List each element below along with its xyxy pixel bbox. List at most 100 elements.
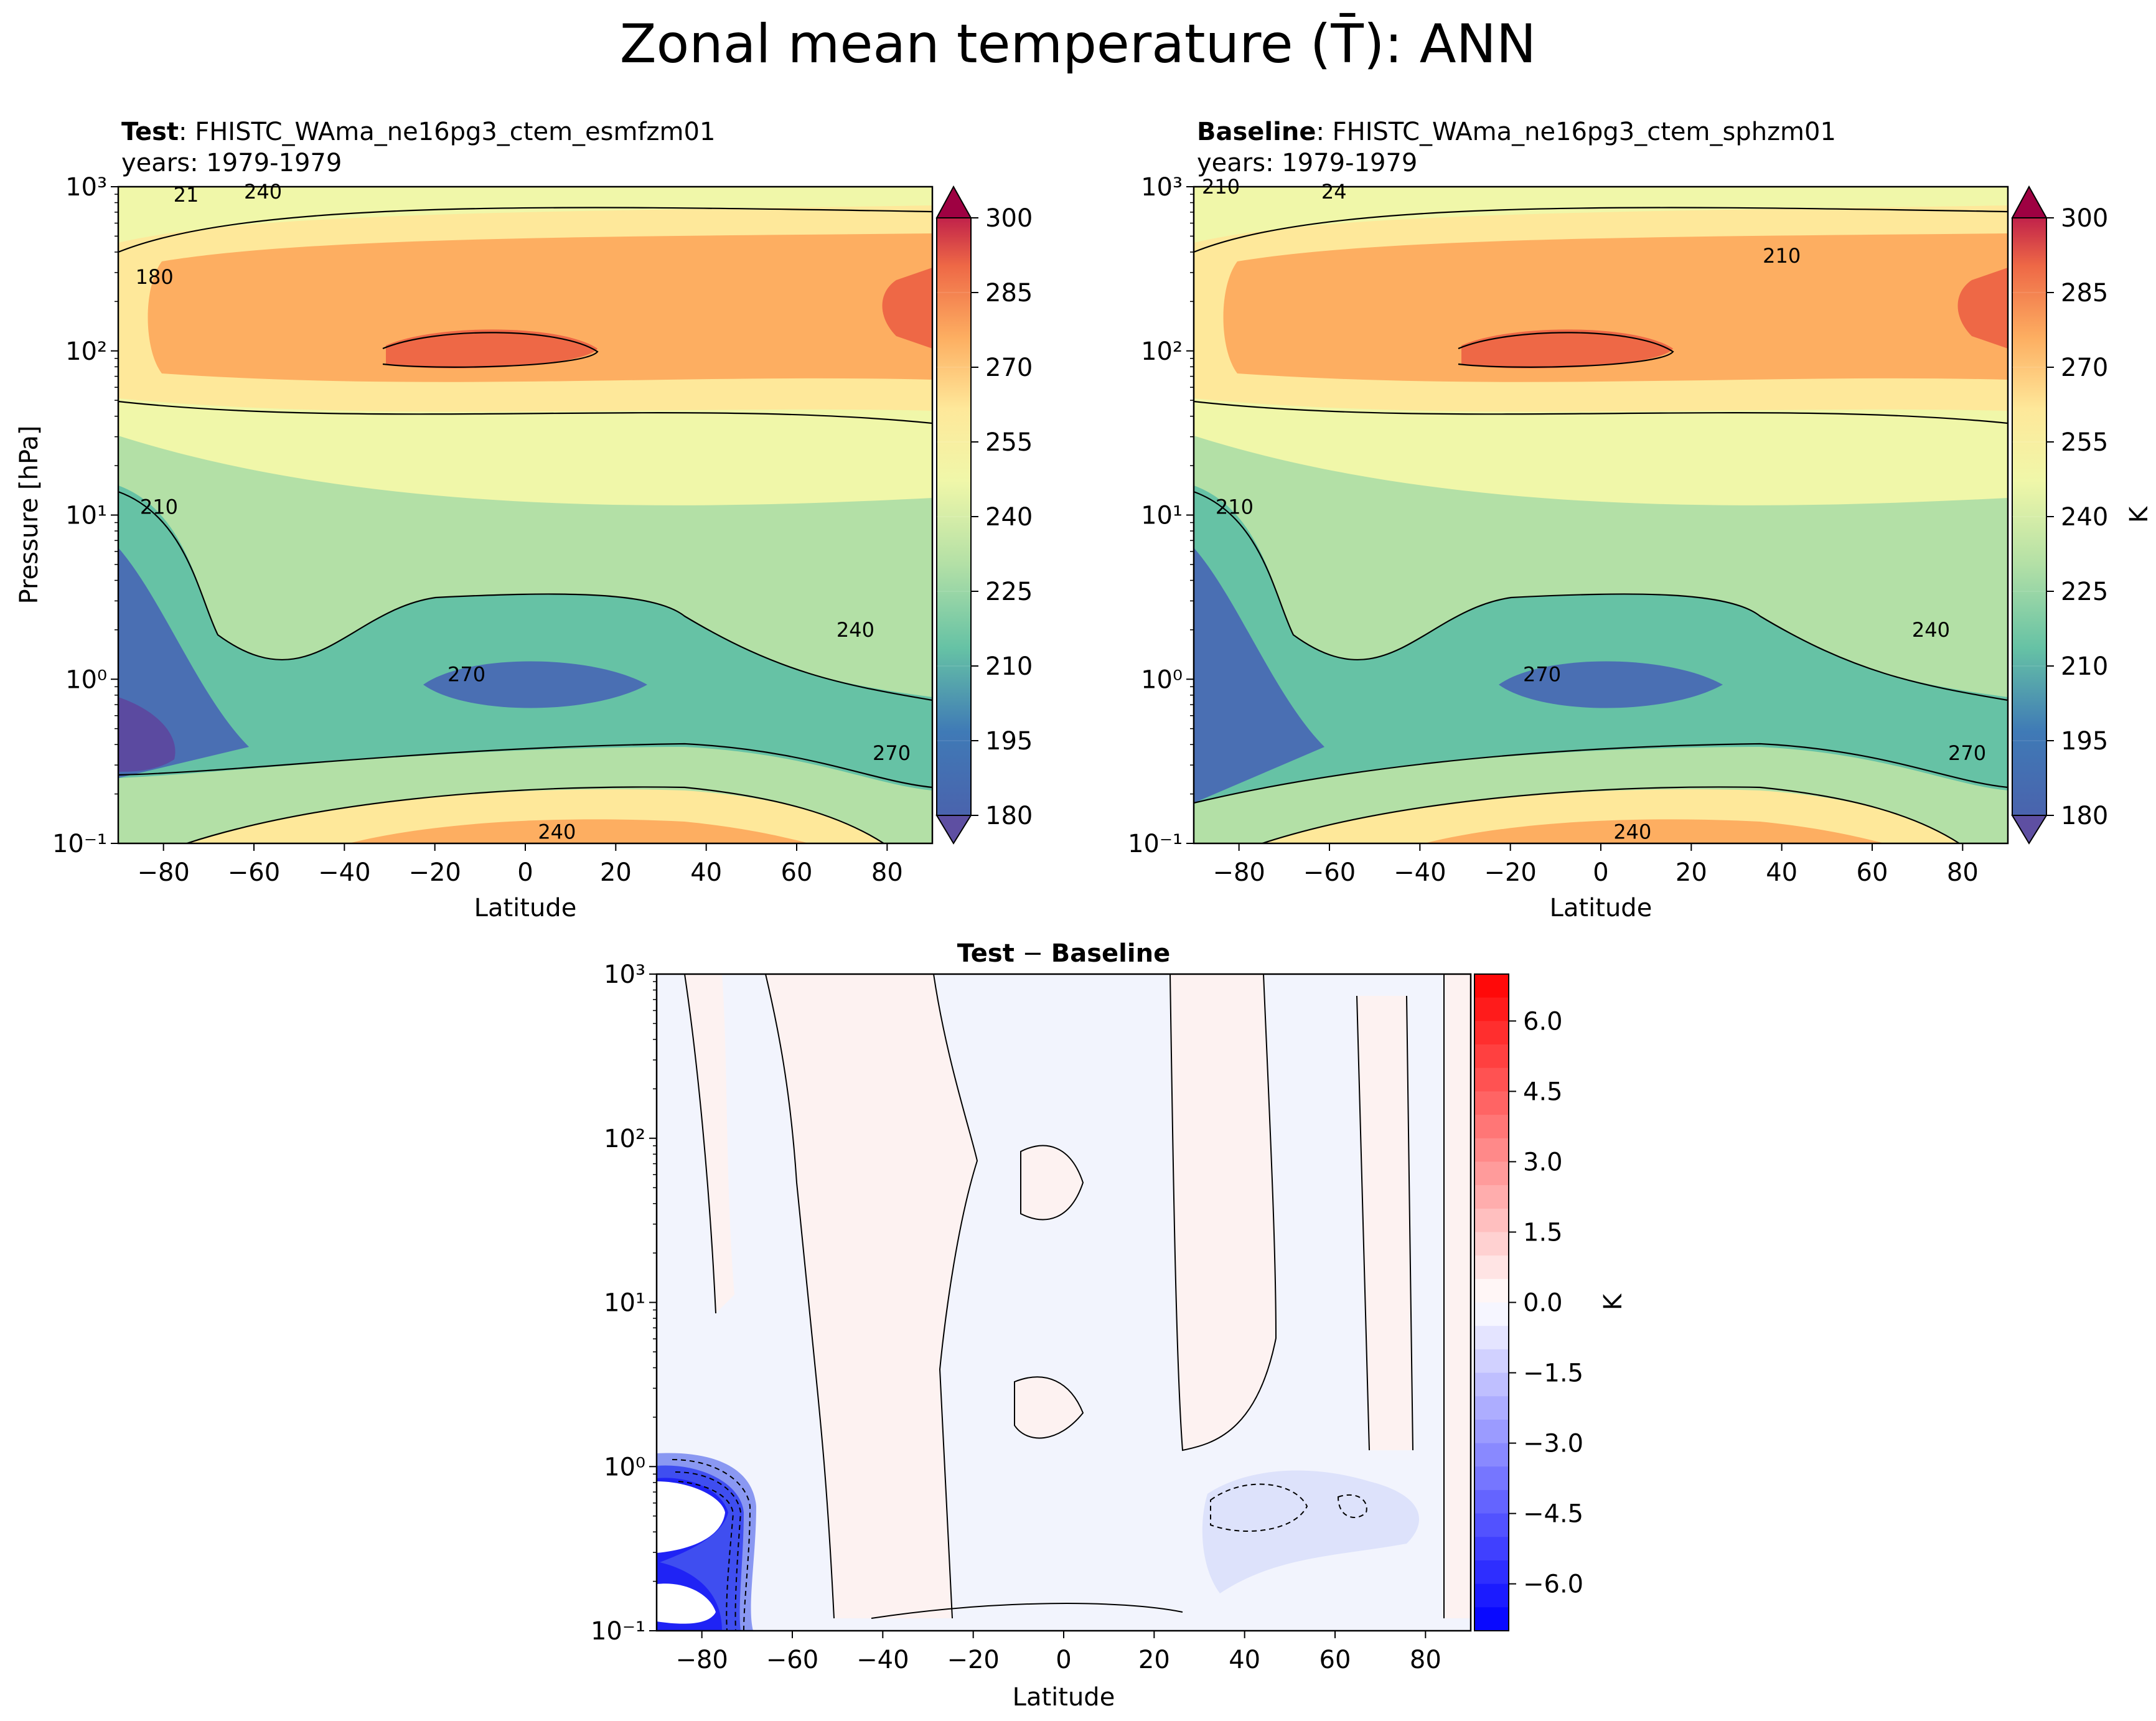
colorbar-tick-label: 285 [2061,279,2108,307]
colorbar-step [1474,1091,1509,1115]
colorbar-step [1474,1278,1509,1303]
colorbar-step [1474,1115,1509,1139]
contour-label: 270 [1523,662,1561,686]
y-tick-label: 10⁻¹ [1128,830,1183,858]
colorbar-step [1474,1161,1509,1186]
colorbar-tick-label: 240 [985,503,1033,532]
colorbar-tick-label: 225 [985,578,1033,606]
baseline-contour-labels: 240 270 270 240 210 210 210 24 [1202,175,1986,844]
x-tick-label: −60 [766,1646,818,1674]
panel-baseline-label: Baseline [1197,118,1316,146]
contour-label: 21 [174,183,199,207]
y-tick-label: 10⁰ [604,1453,645,1481]
panel-test: Test: FHISTC_WAma_ne16pg3_ctem_esmfzm01 … [15,118,1033,922]
colorbar-tick-label: 1.5 [1523,1218,1563,1247]
y-tick-label: 10⁰ [65,665,107,694]
difference-title-test: Test [957,939,1015,968]
panel-test-header: Test: FHISTC_WAma_ne16pg3_ctem_esmfzm01 [121,118,715,146]
test-colorbar-max-arrow [935,185,972,218]
x-tick-label: 80 [1947,858,1979,887]
y-tick-label: 10¹ [65,502,107,530]
difference-ticks: −80 −60 −40 −20 0 20 40 60 80 10³ 10² 10¹ 10⁰ 10⁻¹ [591,960,1441,1674]
panel-test-years: years: 1979-1979 [121,149,342,177]
test-contour-labels: 240 270 270 240 210 180 21 240 [136,180,911,844]
contour-label: 240 [538,820,576,844]
colorbar-tick-label: 3.0 [1523,1148,1563,1176]
test-ticks: −80 −60 −40 −20 0 20 40 60 80 10³ 10² 10¹ 10⁰ 10⁻¹ [52,173,903,887]
x-tick-label: 0 [517,858,533,887]
contour-label: 270 [873,741,911,765]
contour-label: 210 [1202,175,1240,199]
colorbar-step [1474,1583,1509,1608]
colorbar-tick-label: 180 [2061,802,2108,830]
colorbar-tick-label: 285 [985,279,1033,307]
x-tick-label: −20 [947,1646,999,1674]
colorbar-tick-label: 255 [2061,428,2108,457]
x-tick-label: 60 [1319,1646,1351,1674]
colorbar-step [1474,1255,1509,1280]
colorbar-tick-label: −6.0 [1523,1570,1583,1599]
x-tick-label: −20 [408,858,461,887]
colorbar-step [1474,1607,1509,1631]
x-tick-label: −40 [1394,858,1446,887]
colorbar-tick-label: 240 [2061,503,2108,532]
x-tick-label: 60 [781,858,813,887]
test-contour-field [118,187,932,843]
colorbar-step [1474,1326,1509,1350]
difference-colorbar: 6.0 4.5 3.0 1.5 0.0 −1.5 −3.0 −4.5 −6.0 K [1474,973,1628,1631]
colorbar-tick-label: 210 [985,652,1033,681]
y-tick-label: 10² [65,337,107,366]
colorbar-step [1474,1443,1509,1467]
panel-baseline-header: Baseline: FHISTC_WAma_ne16pg3_ctem_sphzm… [1197,118,1836,146]
colorbar-tick-label: −3.0 [1523,1430,1583,1458]
colorbar-tick-label: 270 [2061,354,2108,382]
colorbar-step [1474,1349,1509,1374]
colorbar-step [1474,1489,1509,1514]
contour-label: 24 [1321,180,1347,204]
figure-title: Zonal mean temperature (T̄): ANN [620,12,1537,75]
baseline-colorbar-min-arrow [2011,815,2048,845]
baseline-colorbar-label: K [2125,505,2154,523]
panel-test-case: : FHISTC_WAma_ne16pg3_ctem_esmfzm01 [179,118,715,146]
y-tick-label: 10⁻¹ [591,1617,645,1646]
baseline-ticks: −80 −60 −40 −20 0 20 40 60 80 10³ 10² 10¹ 10⁰ 10⁻¹ [1128,173,1979,887]
difference-contour-field [657,974,1471,1631]
colorbar-tick-label: 300 [2061,204,2108,233]
panel-test-label: Test [121,118,179,146]
contour-label: 270 [448,662,485,686]
colorbar-step [1474,1044,1509,1069]
colorbar-step [1474,1185,1509,1209]
colorbar-step [1474,974,1509,998]
difference-colorbar-label: K [1599,1293,1628,1310]
difference-colorbar-steps [1474,974,1509,1631]
panel-baseline-years: years: 1979-1979 [1197,149,1417,177]
colorbar-tick-label: 270 [985,354,1033,382]
colorbar-step [1474,1021,1509,1045]
colorbar-tick-label: 6.0 [1523,1007,1563,1036]
test-xlabel: Latitude [474,894,577,922]
contour-label: 240 [244,180,282,204]
test-ylabel: Pressure [hPa] [15,426,44,604]
colorbar-step [1474,1396,1509,1420]
panel-baseline-case: : FHISTC_WAma_ne16pg3_ctem_sphzm01 [1316,118,1835,146]
baseline-xlabel: Latitude [1550,894,1652,922]
x-tick-label: −60 [228,858,280,887]
colorbar-step [1474,1302,1509,1326]
x-tick-label: 80 [871,858,903,887]
colorbar-tick-label: 180 [985,802,1033,830]
y-tick-label: 10³ [1141,173,1183,202]
baseline-colorbar: 180 195 210 225 240 255 270 285 300 K [2011,185,2154,845]
contour-label: 210 [1763,244,1801,268]
colorbar-step [1474,1560,1509,1585]
colorbar-tick-label: 210 [2061,652,2108,681]
y-tick-label: 10⁻¹ [52,830,107,858]
contour-label: 270 [1948,741,1986,765]
colorbar-tick-label: 300 [985,204,1033,233]
y-tick-label: 10³ [604,960,645,989]
x-tick-label: 0 [1056,1646,1071,1674]
colorbar-step [1474,1067,1509,1092]
colorbar-step [1474,997,1509,1021]
difference-title-baseline: Baseline [1051,939,1170,968]
colorbar-tick-label: 255 [985,428,1033,457]
